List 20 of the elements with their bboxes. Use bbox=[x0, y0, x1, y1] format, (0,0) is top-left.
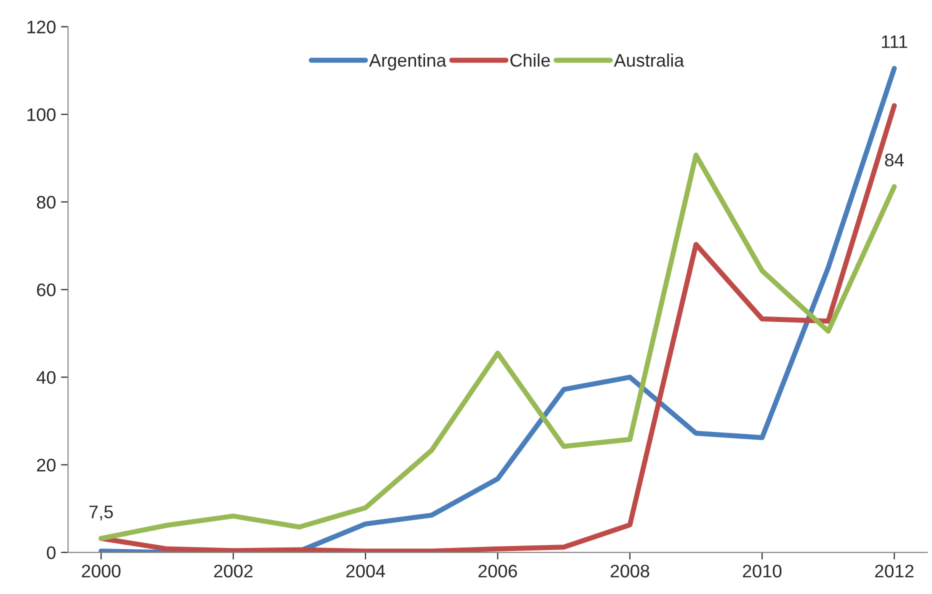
x-tick-label: 2012 bbox=[875, 564, 914, 578]
x-tick-label: 2006 bbox=[478, 564, 517, 578]
legend-label: Australia bbox=[614, 53, 684, 67]
legend-label: Argentina bbox=[369, 53, 446, 70]
y-tick-label: 120 bbox=[27, 20, 56, 34]
annotation: 7,5 bbox=[89, 506, 113, 520]
x-tick-label: 2008 bbox=[610, 564, 650, 578]
y-tick-label: 80 bbox=[36, 196, 56, 209]
x-tick-label: 2004 bbox=[346, 564, 386, 578]
x-tick-label: 2010 bbox=[742, 564, 782, 578]
y-tick-label: 40 bbox=[36, 371, 56, 384]
y-tick-label: 60 bbox=[37, 284, 56, 296]
data-label: 84 bbox=[885, 154, 904, 166]
legend-label: Chile bbox=[510, 53, 550, 67]
data-label: 111 bbox=[882, 36, 908, 48]
x-tick-label: 2002 bbox=[214, 564, 252, 578]
x-tick-label: 2000 bbox=[82, 564, 120, 578]
y-tick-label: 0 bbox=[46, 546, 56, 560]
y-tick-label: 100 bbox=[27, 108, 56, 122]
y-tick-label: 20 bbox=[37, 458, 56, 472]
